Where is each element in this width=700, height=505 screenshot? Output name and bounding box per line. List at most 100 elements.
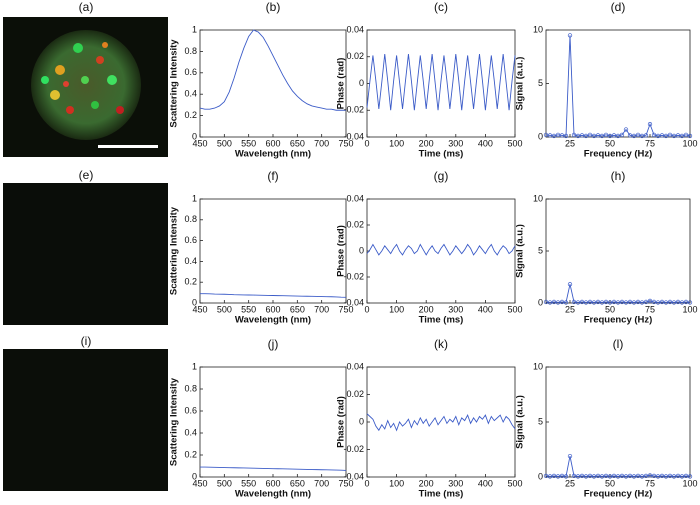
x-tick-label: 75 [645,478,655,488]
y-tick-label: 1 [192,361,197,371]
y-tick-label: 0.02 [346,51,364,61]
plot-frame [545,198,691,304]
x-tick-label: 700 [314,478,329,488]
data-point [595,473,601,479]
y-tick-label: 0.6 [184,67,197,77]
data-point [639,474,645,479]
image-label: (a) [79,0,94,14]
x-tick-label: 300 [448,478,463,488]
data-point [659,473,665,479]
data-point [563,133,569,139]
x-tick-label: 0 [364,478,369,488]
data-point [591,474,597,479]
data-point [675,473,681,479]
data-line [200,466,347,471]
data-point [683,299,689,305]
x-tick-label: 100 [682,138,697,148]
data-point [655,474,661,479]
image-label: (i) [81,334,92,348]
x-tick-label: 600 [265,478,280,488]
data-point [551,133,557,139]
data-point [575,133,581,139]
data-point [575,300,581,305]
panel-title: (l) [613,337,624,351]
data-point [563,300,569,305]
x-tick-label: 100 [389,304,404,314]
x-axis-label: Time (ms) [419,489,464,500]
x-tick-label: 100 [389,478,404,488]
y-tick-label: 0.04 [346,361,364,371]
data-point [543,132,549,138]
y-tick-label: 0 [538,131,543,141]
data-point [647,473,653,478]
y-tick-label: 0.6 [184,235,197,245]
x-tick-label: 450 [192,304,207,314]
x-tick-label: 25 [565,478,575,488]
data-point [607,300,613,305]
x-tick-label: 600 [265,138,280,148]
x-tick-label: 600 [265,304,280,314]
y-tick-label: 0 [538,297,543,307]
data-point [667,299,673,305]
x-tick-label: 300 [448,304,463,314]
data-point [619,299,625,305]
data-point [663,300,669,305]
x-tick-label: 750 [338,304,353,314]
data-point [687,474,693,479]
plot-frame [199,29,347,138]
x-tick-label: 0 [364,138,369,148]
data-point [615,133,621,139]
y-axis-label: Phase (rad) [336,225,347,277]
data-point [635,473,641,479]
y-axis-label: Scattering Intensity [169,377,180,466]
x-tick-label: 650 [290,138,305,148]
data-point [547,300,553,305]
y-tick-label: 5 [538,245,543,255]
data-line [366,54,516,111]
y-tick-label: 0.8 [184,383,197,393]
data-point [663,133,669,139]
y-tick-label: 0 [538,471,543,481]
data-point [587,299,593,305]
data-point [615,474,621,479]
data-point [547,474,553,479]
y-tick-label: -0.04 [343,471,364,481]
data-point [603,132,609,138]
y-tick-label: 0.04 [346,24,364,34]
data-point [587,473,593,479]
data-point [547,133,553,138]
x-axis-label: Wavelength (nm) [235,315,311,326]
data-point [679,133,685,139]
x-axis-label: Time (ms) [419,149,464,160]
y-tick-label: 0.2 [184,110,197,120]
x-tick-label: 25 [565,304,575,314]
data-point [559,133,565,138]
x-tick-label: 50 [605,478,615,488]
data-point [671,133,677,139]
data-point [623,127,629,132]
x-tick-label: 550 [241,478,256,488]
data-point [627,133,633,138]
x-tick-label: 200 [419,304,434,314]
y-tick-label: 0 [359,78,364,88]
plot-frame [545,29,691,138]
x-axis-label: Frequency (Hz) [584,149,653,160]
data-point [623,300,629,305]
data-point [647,122,653,127]
data-point [555,300,561,305]
data-line [366,243,516,256]
y-tick-label: 1 [192,24,197,34]
data-point [675,133,681,138]
x-tick-label: 500 [217,478,232,488]
data-point [623,474,629,479]
y-axis-label: Signal (a.u.) [515,395,526,449]
y-tick-label: 0.02 [346,389,364,399]
data-point [679,474,685,479]
panel-title: (c) [434,0,448,14]
data-point [611,299,617,305]
x-tick-label: 100 [682,478,697,488]
y-tick-label: -0.02 [343,444,364,454]
x-axis-label: Wavelength (nm) [235,489,311,500]
data-point [603,473,609,479]
data-point [579,299,585,305]
